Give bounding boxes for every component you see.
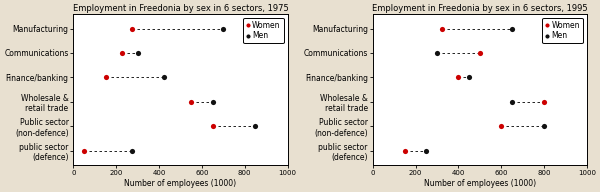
Point <box>133 51 142 55</box>
Point <box>421 149 431 152</box>
X-axis label: Number of employees (1000): Number of employees (1000) <box>124 179 236 188</box>
Point <box>539 125 549 128</box>
Point <box>208 125 217 128</box>
Title: Employment in Freedonia by sex in 6 sectors, 1975: Employment in Freedonia by sex in 6 sect… <box>73 4 289 13</box>
X-axis label: Number of employees (1000): Number of employees (1000) <box>424 179 536 188</box>
Point <box>507 27 517 30</box>
Title: Employment in Freedonia by sex in 6 sectors, 1995: Employment in Freedonia by sex in 6 sect… <box>372 4 587 13</box>
Point <box>127 149 137 152</box>
Point <box>101 76 110 79</box>
Point <box>208 100 217 103</box>
Point <box>464 76 474 79</box>
Point <box>187 100 196 103</box>
Point <box>475 51 485 55</box>
Point <box>539 100 549 103</box>
Point <box>218 27 228 30</box>
Point <box>251 125 260 128</box>
Point <box>432 51 442 55</box>
Legend: Women, Men: Women, Men <box>542 18 583 43</box>
Point <box>127 27 137 30</box>
Point <box>437 27 447 30</box>
Point <box>79 149 89 152</box>
Legend: Women, Men: Women, Men <box>243 18 284 43</box>
Point <box>400 149 410 152</box>
Point <box>117 51 127 55</box>
Point <box>160 76 169 79</box>
Point <box>454 76 463 79</box>
Point <box>496 125 506 128</box>
Point <box>507 100 517 103</box>
